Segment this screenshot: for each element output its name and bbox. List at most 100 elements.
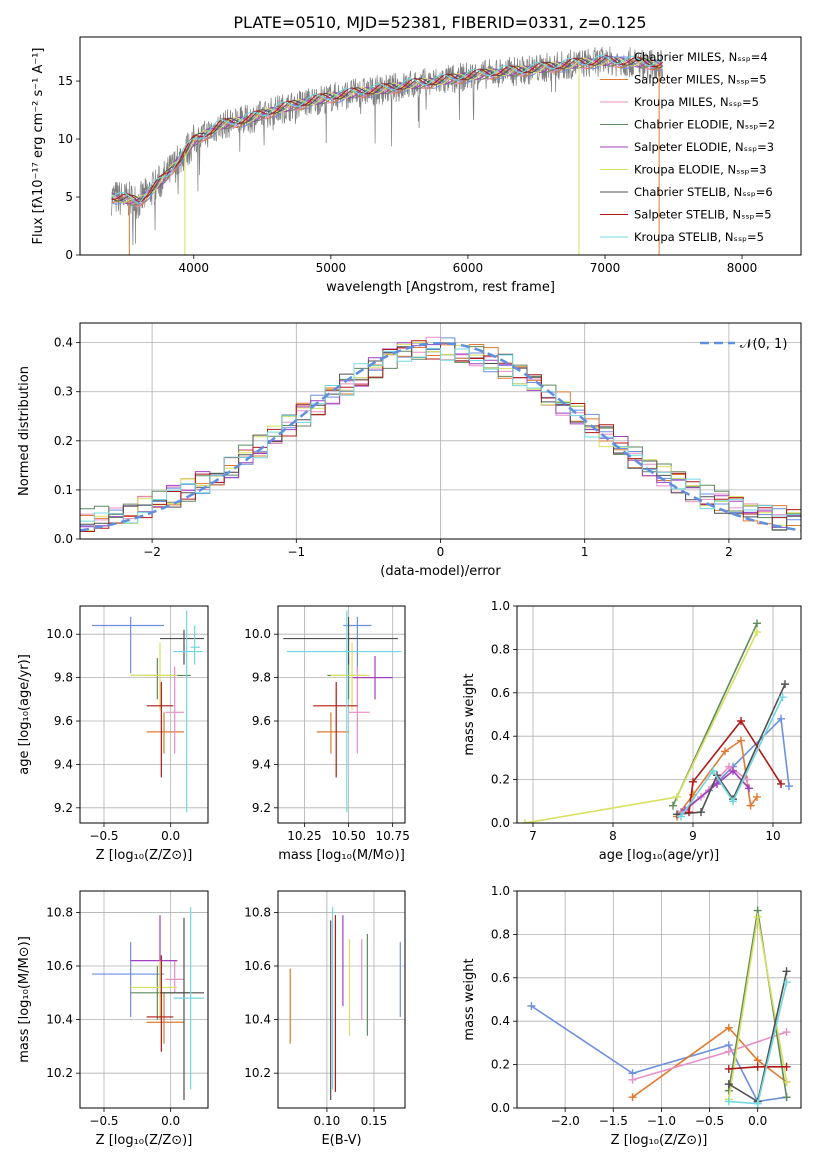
- y-axis-label: age [log₁₀(age/yr)]: [17, 654, 32, 775]
- y-tick-label: 9.8: [54, 671, 73, 685]
- y-axis-label: mass weight: [462, 958, 477, 1040]
- y-tick-label: 9.8: [252, 671, 271, 685]
- mass-weight-point: [778, 693, 787, 702]
- y-axis-label: mass [log₁₀(M/M⊙)]: [17, 936, 32, 1063]
- x-tick-label: 10.50: [331, 829, 365, 843]
- mass-weight-point: [628, 1075, 637, 1084]
- y-tick-label: 0.1: [54, 483, 73, 497]
- y-axis-label: Flux [fλ10⁻¹⁷ erg cm⁻² s⁻¹ A⁻¹]: [31, 48, 46, 245]
- y-tick-label: 9.6: [252, 714, 271, 728]
- y-tick-label: 0.0: [491, 816, 510, 830]
- x-tick-label: −2.0: [551, 1114, 580, 1128]
- y-tick-label: 0.2: [491, 773, 510, 787]
- mass-weight-point: [737, 736, 745, 745]
- y-tick-label: 0.8: [491, 642, 510, 656]
- x-axis-label: age [log₁₀(age/yr)]: [599, 848, 720, 863]
- y-axis-label: mass weight: [462, 673, 477, 755]
- x-axis-label: E(B-V): [321, 1133, 361, 1148]
- legend-label: 𝒩(0, 1): [740, 337, 787, 352]
- y-tick-label: 0.4: [491, 729, 510, 743]
- x-tick-label: 0.15: [361, 1114, 388, 1128]
- y-tick-label: 0.8: [491, 927, 510, 941]
- y-tick-label: 9.6: [54, 714, 73, 728]
- panel-massweight_vs_Z: −2.0 −1.5 −1.0 −0.5 0.0 0.0 0.2 0.4 0.6 0.8 1.0 Z […: [462, 884, 802, 1148]
- plot-area: [92, 610, 204, 813]
- x-tick-label: 0.0: [161, 1114, 180, 1128]
- mass-weight-point: [697, 808, 705, 817]
- legend: Chabrier MILES, Nₛₛₚ=4 Salpeter MILES, Nₛ…: [600, 50, 775, 244]
- model-spectrum-c6: [111, 56, 663, 203]
- y-tick-label: 0: [65, 248, 73, 262]
- legend-label: Chabrier STELIB, Nₛₛₚ=6: [634, 185, 773, 199]
- y-tick-label: 10.0: [244, 627, 271, 641]
- residual-histogram-c7: [80, 342, 801, 531]
- model-spectrum-c7: [111, 55, 663, 202]
- y-tick-label: 10.0: [46, 627, 73, 641]
- y-tick-label: 10.2: [244, 1066, 271, 1080]
- x-tick-label: 0.0: [748, 1114, 767, 1128]
- axes-frame: [79, 890, 209, 1109]
- panel-mass_vs_ebv: 0.10 0.15 10.2 10.4 10.6 10.8 E(B-V): [244, 890, 406, 1148]
- axes-frame: [79, 322, 802, 540]
- mass-weight-line-c2: [632, 1026, 788, 1098]
- figure-title: PLATE=0510, MJD=52381, FIBERID=0331, z=0…: [233, 13, 646, 32]
- plot-area: [289, 907, 401, 1100]
- mass-weight-point: [785, 782, 793, 791]
- x-tick-label: −2: [143, 545, 161, 559]
- y-tick-label: 0.4: [491, 1014, 510, 1028]
- y-tick-label: 1.0: [491, 884, 510, 898]
- x-tick-label: 10: [765, 829, 780, 843]
- plot-area: [111, 46, 663, 255]
- mass-weight-point: [753, 1062, 762, 1071]
- panel-massweight_vs_age: 7 8 9 10 0.0 0.2 0.4 0.6 0.8 1.0 age [log₁₀(age/yr…: [462, 599, 802, 863]
- mass-weight-point: [724, 1047, 733, 1056]
- y-tick-label: 9.2: [54, 801, 73, 815]
- mass-weight-line-c6: [524, 631, 758, 823]
- panel-age_vs_mass: 10.25 10.50 10.75 9.2 9.4 9.6 9.8 10.0 mass [log…: [244, 605, 410, 863]
- plot-area: [80, 336, 801, 532]
- axes-frame: [277, 890, 406, 1109]
- legend-label: Kroupa ELODIE, Nₛₛₚ=3: [634, 163, 767, 177]
- x-axis-label: (data-model)/error: [380, 564, 501, 579]
- x-tick-label: 7: [529, 829, 537, 843]
- mass-weight-point: [685, 808, 693, 817]
- legend-label: Salpeter ELODIE, Nₛₛₚ=3: [634, 140, 774, 154]
- mass-weight-point: [753, 619, 761, 628]
- y-tick-label: 9.4: [54, 757, 73, 771]
- panel-spectrum: 4000 5000 6000 7000 8000 0 5 10 15 wavelength [An…: [31, 36, 802, 295]
- y-tick-label: 10.4: [244, 1013, 271, 1027]
- plot-area: [92, 907, 204, 1100]
- y-tick-label: 0.2: [54, 434, 73, 448]
- mass-weight-point: [721, 747, 729, 756]
- model-spectrum-c9: [111, 54, 663, 204]
- x-axis-label: Z [log₁₀(Z/Z⊙)]: [96, 1133, 193, 1148]
- x-tick-label: −0.5: [89, 1114, 118, 1128]
- model-spectrum-c3: [111, 58, 663, 208]
- panel-residuals: −2 −1 0 1 2 0.0 0.1 0.2 0.3 0.4 (data-model)/error…: [17, 322, 802, 579]
- y-tick-label: 10.6: [46, 959, 73, 973]
- y-tick-label: 10: [58, 132, 73, 146]
- mass-weight-point: [729, 766, 737, 775]
- mass-weight-point: [628, 1093, 637, 1102]
- x-tick-label: 6000: [453, 261, 484, 275]
- x-axis-label: mass [log₁₀(M/M⊙)]: [278, 848, 405, 863]
- mass-weight-line-c1: [530, 1005, 787, 1103]
- x-axis-label: Z [log₁₀(Z/Z⊙)]: [611, 1133, 708, 1148]
- panel-age_vs_Z: −0.5 0.0 9.2 9.4 9.6 9.8 10.0 Z [log₁₀(Z/Z⊙)] ag…: [17, 605, 209, 863]
- x-tick-label: 0.10: [314, 1114, 341, 1128]
- x-tick-label: 8: [609, 829, 617, 843]
- panel-mass_vs_Z: −0.5 0.0 10.2 10.4 10.6 10.8 Z [log₁₀(Z/Z⊙)] ma…: [17, 890, 209, 1148]
- x-tick-label: 8000: [727, 261, 758, 275]
- axes-frame: [277, 605, 406, 824]
- mass-weight-point: [753, 913, 762, 922]
- legend-label: Salpeter MILES, Nₛₛₚ=5: [634, 73, 767, 87]
- mass-weight-point: [725, 762, 733, 771]
- mass-weight-point: [782, 1077, 791, 1086]
- y-tick-label: 0.4: [54, 336, 73, 350]
- legend-label: Chabrier MILES, Nₛₛₚ=4: [634, 50, 768, 64]
- x-tick-label: 1: [581, 545, 589, 559]
- residual-histogram-c9: [80, 347, 801, 524]
- y-tick-label: 0.0: [491, 1101, 510, 1115]
- y-tick-label: 10.8: [244, 905, 271, 919]
- x-tick-label: −1.0: [647, 1114, 676, 1128]
